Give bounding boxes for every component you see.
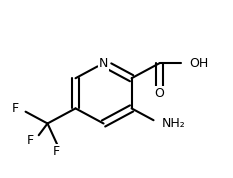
Text: NH₂: NH₂ bbox=[161, 117, 185, 130]
Text: OH: OH bbox=[189, 57, 209, 70]
Text: O: O bbox=[155, 87, 164, 100]
Text: F: F bbox=[26, 134, 34, 147]
Text: F: F bbox=[52, 145, 59, 158]
Text: N: N bbox=[99, 57, 108, 70]
Text: F: F bbox=[11, 102, 18, 115]
